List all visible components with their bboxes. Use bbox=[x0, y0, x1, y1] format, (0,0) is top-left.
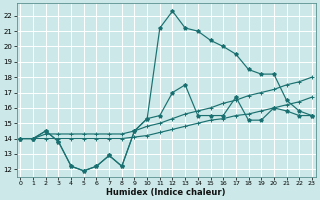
X-axis label: Humidex (Indice chaleur): Humidex (Indice chaleur) bbox=[107, 188, 226, 197]
